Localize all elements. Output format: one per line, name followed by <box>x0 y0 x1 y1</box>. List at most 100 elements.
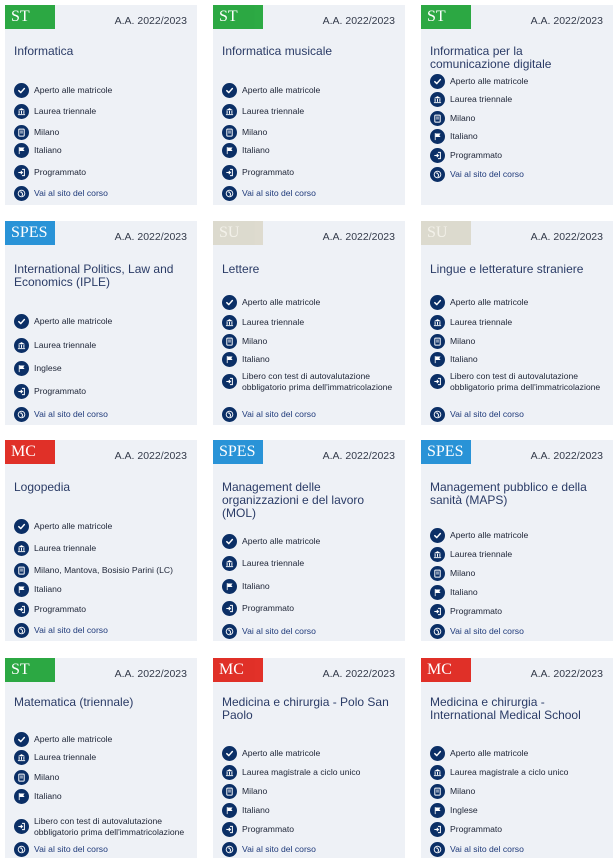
info-label: Laurea magistrale a ciclo unico <box>450 767 569 778</box>
course-site-link[interactable]: Vai al sito del corso <box>222 407 399 422</box>
course-card[interactable]: ST A.A. 2022/2023 Informatica musicale Aper… <box>213 5 405 205</box>
course-site-link[interactable]: Vai al sito del corso <box>222 842 399 857</box>
info-label[interactable]: Vai al sito del corso <box>450 626 524 637</box>
info-label: Laurea magistrale a ciclo unico <box>242 767 361 778</box>
info-row: Inglese <box>430 803 607 818</box>
info-label[interactable]: Vai al sito del corso <box>34 409 108 420</box>
info-label: Laurea triennale <box>242 558 305 569</box>
info-label: Libero con test di autovalutazione obbli… <box>450 371 601 392</box>
info-label: Italiano <box>34 584 62 595</box>
course-site-link[interactable]: Vai al sito del corso <box>430 167 607 182</box>
course-title[interactable]: Lettere <box>222 262 260 276</box>
info-label[interactable]: Vai al sito del corso <box>242 188 316 199</box>
info-row: Inglese <box>14 361 191 376</box>
info-label: Laurea triennale <box>34 340 97 351</box>
course-title[interactable]: International Politics, Law and Economic… <box>14 262 174 289</box>
bank-icon <box>222 315 237 330</box>
check-icon <box>430 295 445 310</box>
course-title[interactable]: Informatica per la comunicazione digital… <box>430 44 552 71</box>
info-label: Programmato <box>242 824 295 835</box>
globe-icon <box>222 407 237 422</box>
course-site-link[interactable]: Vai al sito del corso <box>430 624 607 639</box>
info-row: Aperto alle matricole <box>430 295 607 310</box>
check-icon <box>222 746 237 761</box>
course-title[interactable]: Lingue e letterature straniere <box>430 262 584 276</box>
course-site-link[interactable]: Vai al sito del corso <box>14 186 191 201</box>
info-label[interactable]: Vai al sito del corso <box>450 169 524 180</box>
course-site-link[interactable]: Vai al sito del corso <box>430 842 607 857</box>
info-row: Libero con test di autovalutazione obbli… <box>14 816 191 837</box>
bank-icon <box>430 765 445 780</box>
course-title[interactable]: Informatica musicale <box>222 44 333 58</box>
globe-icon <box>430 167 445 182</box>
course-title[interactable]: Informatica <box>14 44 74 58</box>
course-title[interactable]: Management pubblico e della sanità (MAPS… <box>430 480 587 507</box>
info-label[interactable]: Vai al sito del corso <box>242 409 316 420</box>
course-site-link[interactable]: Vai al sito del corso <box>14 407 191 422</box>
course-site-link[interactable]: Vai al sito del corso <box>222 624 399 639</box>
info-row: Italiano <box>222 352 399 367</box>
info-row: Laurea magistrale a ciclo unico <box>430 765 607 780</box>
course-card[interactable]: MC A.A. 2022/2023 Logopedia Aperto alle mat… <box>5 440 197 641</box>
login-icon <box>430 148 445 163</box>
flag-icon <box>14 789 29 804</box>
course-card[interactable]: SU A.A. 2022/2023 Lingue e letterature str… <box>421 221 613 425</box>
course-title[interactable]: Medicina e chirurgia - International Med… <box>430 695 581 722</box>
check-icon <box>222 534 237 549</box>
info-label[interactable]: Vai al sito del corso <box>450 409 524 420</box>
course-card[interactable]: MC A.A. 2022/2023 Medicina e chirurgia - P… <box>213 658 405 858</box>
course-card[interactable]: SPES A.A. 2022/2023 Management pubblico e … <box>421 440 613 641</box>
login-icon <box>14 384 29 399</box>
course-title[interactable]: Logopedia <box>14 480 71 494</box>
info-label[interactable]: Vai al sito del corso <box>450 844 524 855</box>
course-site-link[interactable]: Vai al sito del corso <box>14 842 191 857</box>
course-card[interactable]: ST A.A. 2022/2023 Informatica per la comun… <box>421 5 613 205</box>
course-card[interactable]: ST A.A. 2022/2023 Matematica (triennale) Ap… <box>5 658 197 858</box>
check-icon <box>14 83 29 98</box>
course-title[interactable]: Management delle organizzazioni e del la… <box>222 480 365 520</box>
info-label: Laurea triennale <box>242 317 305 328</box>
info-row: Laurea triennale <box>14 104 191 119</box>
info-label[interactable]: Vai al sito del corso <box>242 626 316 637</box>
info-label[interactable]: Vai al sito del corso <box>34 844 108 855</box>
course-card[interactable]: MC A.A. 2022/2023 Medicina e chirurgia - I… <box>421 658 613 858</box>
info-row: Aperto alle matricole <box>222 746 399 761</box>
info-label: Laurea triennale <box>34 752 97 763</box>
info-label[interactable]: Vai al sito del corso <box>242 844 316 855</box>
course-site-link[interactable]: Vai al sito del corso <box>430 407 607 422</box>
info-label: Italiano <box>450 354 478 365</box>
bank-icon <box>14 338 29 353</box>
flag-icon <box>222 352 237 367</box>
info-label: Milano, Mantova, Bosisio Parini (LC) <box>34 565 173 576</box>
info-label[interactable]: Vai al sito del corso <box>34 625 108 636</box>
course-site-link[interactable]: Vai al sito del corso <box>222 186 399 201</box>
info-label: Programmato <box>450 824 503 835</box>
course-card[interactable]: SPES A.A. 2022/2023 Management delle organ… <box>213 440 405 641</box>
building-icon <box>222 125 237 140</box>
info-row: Aperto alle matricole <box>430 528 607 543</box>
bank-icon <box>430 92 445 107</box>
info-label: Italiano <box>34 791 62 802</box>
school-badge: SPES <box>421 440 471 464</box>
info-label[interactable]: Vai al sito del corso <box>34 188 108 199</box>
bank-icon <box>430 315 445 330</box>
info-label: Programmato <box>242 167 295 178</box>
course-site-link[interactable]: Vai al sito del corso <box>14 623 191 638</box>
school-badge: ST <box>5 658 55 682</box>
info-row: Laurea triennale <box>14 750 191 765</box>
info-label: Italiano <box>242 805 270 816</box>
course-card[interactable]: SU A.A. 2022/2023 Lettere Aperto alle matri… <box>213 221 405 425</box>
course-card[interactable]: SPES A.A. 2022/2023 International Politics… <box>5 221 197 425</box>
course-title[interactable]: Matematica (triennale) <box>14 695 134 709</box>
info-row: Milano <box>14 770 191 785</box>
info-row: Milano, Mantova, Bosisio Parini (LC) <box>14 563 191 578</box>
check-icon <box>14 519 29 534</box>
course-card[interactable]: ST A.A. 2022/2023 Informatica Aperto alle m… <box>5 5 197 205</box>
info-row: Italiano <box>14 582 191 597</box>
login-icon <box>14 165 29 180</box>
info-row: Aperto alle matricole <box>14 314 191 329</box>
course-title[interactable]: Medicina e chirurgia - Polo San Paolo <box>222 695 389 722</box>
academic-year: A.A. 2022/2023 <box>114 231 187 243</box>
login-icon <box>222 165 237 180</box>
info-label: Laurea triennale <box>242 106 305 117</box>
